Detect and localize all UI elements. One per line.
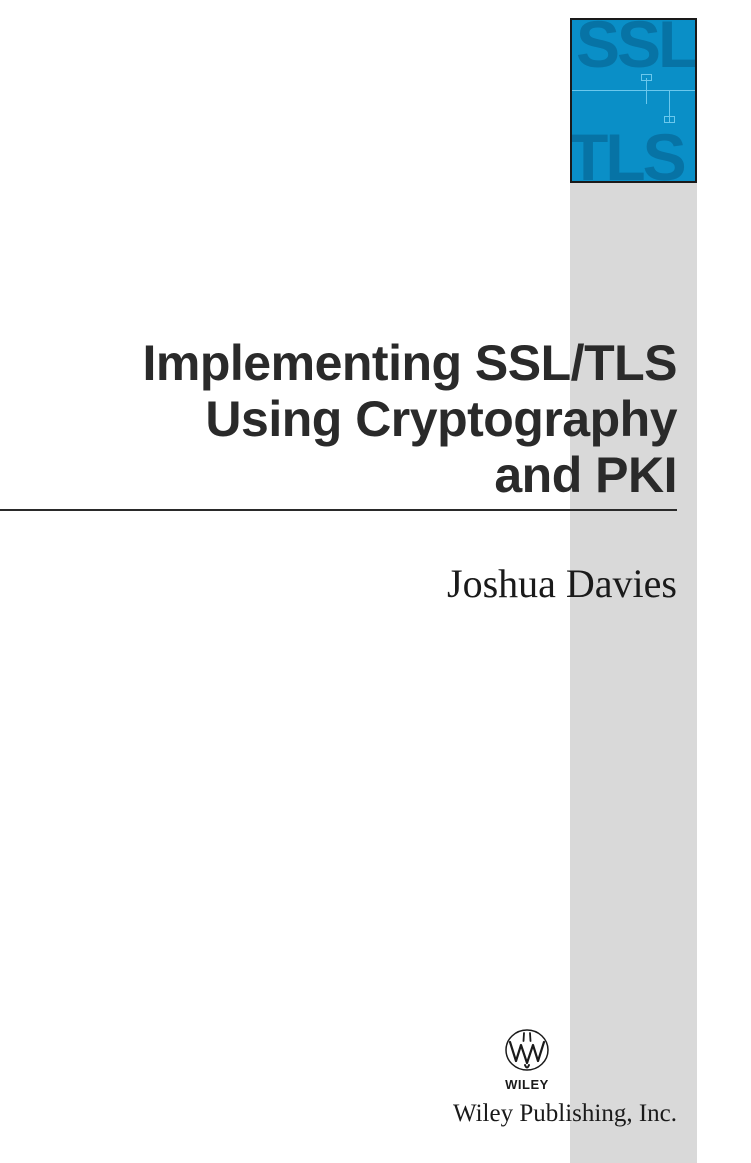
publisher-company: Wiley Publishing, Inc. [377, 1100, 677, 1128]
title-line-2: Using Cryptography [0, 391, 677, 447]
logo-line-v1 [646, 78, 647, 104]
logo-node-1 [641, 74, 652, 81]
horizontal-rule [0, 509, 677, 511]
publisher-block: WILEY Wiley Publishing, Inc. [377, 1027, 677, 1128]
series-logo-art: SSL TLS [572, 20, 695, 181]
series-logo: SSL TLS [570, 18, 697, 183]
title-line-3: and PKI [0, 447, 677, 503]
author-name: Joshua Davies [447, 560, 677, 607]
logo-text-tls: TLS [570, 119, 684, 183]
title-line-1: Implementing SSL/TLS [0, 335, 677, 391]
logo-text-ssl: SSL [576, 18, 695, 82]
gray-sidebar [570, 183, 697, 1163]
publisher-brand: WILEY [377, 1077, 677, 1092]
wiley-logo-icon [504, 1027, 550, 1073]
book-title: Implementing SSL/TLS Using Cryptography … [0, 335, 677, 503]
logo-line-h [572, 90, 695, 91]
